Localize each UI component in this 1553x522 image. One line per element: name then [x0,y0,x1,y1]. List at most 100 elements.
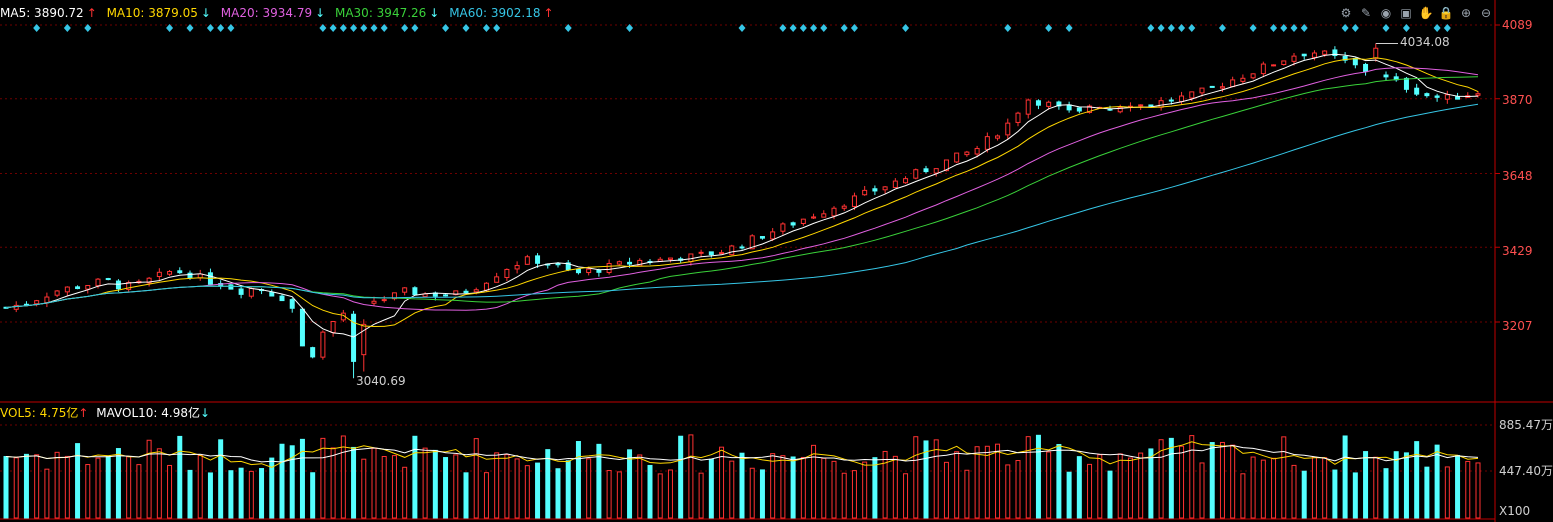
volume-bar-83 [851,470,857,519]
volume-bar-94 [964,469,970,519]
signal-diamond-27 [810,24,818,32]
eye-icon[interactable]: ◉ [1380,6,1392,20]
candle-body-122 [1250,73,1256,79]
volume-bar-10 [105,455,111,519]
volume-bar-33 [340,435,346,519]
volume-bar-121 [1240,473,1246,519]
volume-bar-100 [1025,436,1031,519]
signal-diamond-7 [227,24,235,32]
volume-bar-125 [1281,436,1287,519]
volume-bar-138 [1414,441,1420,519]
volume-bar-136 [1393,451,1399,519]
candle-body-119 [1219,86,1225,89]
volume-bar-131 [1342,435,1348,519]
zoom-in-icon[interactable]: ⊕ [1460,6,1472,20]
candle-body-112 [1148,104,1154,107]
volume-bar-98 [1005,464,1011,519]
candle-body-90 [923,168,929,173]
signal-diamond-48 [1382,24,1390,32]
candle-body-84 [862,189,868,196]
zoom-out-icon[interactable]: ⊖ [1480,6,1492,20]
candle-body-18 [187,272,193,279]
candle-body-52 [535,255,541,264]
volume-bar-20 [207,472,213,519]
volume-bar-113 [1158,439,1164,519]
signal-diamond-3 [166,24,174,32]
candle-body-6 [64,286,70,293]
high-annotation: 4034.08 [1400,35,1450,49]
y-tick-4089: 4089 [1502,18,1533,32]
candle-body-99 [1015,112,1021,123]
volume-bar-5 [54,451,60,519]
volume-bar-132 [1352,472,1358,519]
signal-diamond-13 [370,24,378,32]
volume-legend: VOL5: 4.75亿↑ MAVOL10: 4.98亿↓ [0,405,210,421]
volume-bar-104 [1066,471,1072,519]
candle-body-121 [1240,77,1246,82]
candle-body-37 [381,299,387,302]
candle-body-89 [913,169,919,179]
candle-body-113 [1158,100,1164,108]
candle-body-142 [1455,96,1461,100]
settings-icon[interactable]: ⚙ [1340,6,1352,20]
candle-body-49 [504,268,510,278]
candle-body-130 [1332,49,1338,57]
candle-body-92 [943,159,949,172]
volume-bar-58 [596,443,602,519]
candle-body-36 [371,300,377,304]
candle-body-45 [463,290,469,294]
volume-bar-126 [1291,464,1297,519]
candle-body-50 [514,265,520,270]
candle-body-77 [790,222,796,226]
toolbox-icon[interactable]: ▣ [1400,6,1412,20]
signal-diamond-1 [63,24,71,32]
volume-bar-80 [821,457,827,519]
volume-bar-60 [616,471,622,519]
candle-body-76 [780,223,786,232]
lock-icon[interactable]: 🔒 [1438,6,1454,20]
volume-bar-128 [1311,456,1317,519]
candle-body-115 [1179,95,1185,102]
candle-body-51 [524,256,530,265]
volume-bar-8 [85,464,91,519]
volume-bar-127 [1301,470,1307,519]
candle-body-28 [289,299,295,309]
volume-bar-92 [943,461,949,519]
candle-body-43 [443,294,449,297]
ma5-line [5,53,1479,338]
volume-bar-109 [1117,453,1123,519]
volume-bar-36 [371,447,377,519]
candle-body-38 [391,292,397,300]
volume-bar-79 [811,444,817,519]
signal-diamond-37 [1167,24,1175,32]
candle-body-16 [167,271,173,275]
volume-bar-35 [361,458,367,519]
volume-bar-3 [34,454,40,519]
volume-bar-42 [432,449,438,519]
candle-body-3 [34,300,40,305]
signal-diamond-40 [1218,24,1226,32]
ma20-line [5,67,1479,311]
volume-bar-99 [1015,460,1021,519]
ma30-label: MA30: 3947.26 ↓ [334,6,440,20]
pen-icon[interactable]: ✎ [1360,6,1372,20]
candle-body-15 [156,271,162,278]
volume-bar-89 [913,436,919,519]
mavol10-line [5,444,1479,463]
volume-bar-16 [167,464,173,519]
hand-icon[interactable]: ✋ [1418,6,1434,20]
volume-bar-4 [44,468,50,519]
candle-body-124 [1271,64,1277,67]
volume-bar-120 [1230,444,1236,519]
candle-body-134 [1373,47,1379,59]
candle-body-125 [1281,60,1287,66]
candle-body-17 [177,270,183,274]
signal-diamond-39 [1188,24,1196,32]
signal-diamond-20 [493,24,501,32]
candle-body-116 [1189,91,1195,99]
signal-diamond-11 [350,24,358,32]
candle-body-72 [739,246,745,249]
candle-body-32 [330,321,336,333]
